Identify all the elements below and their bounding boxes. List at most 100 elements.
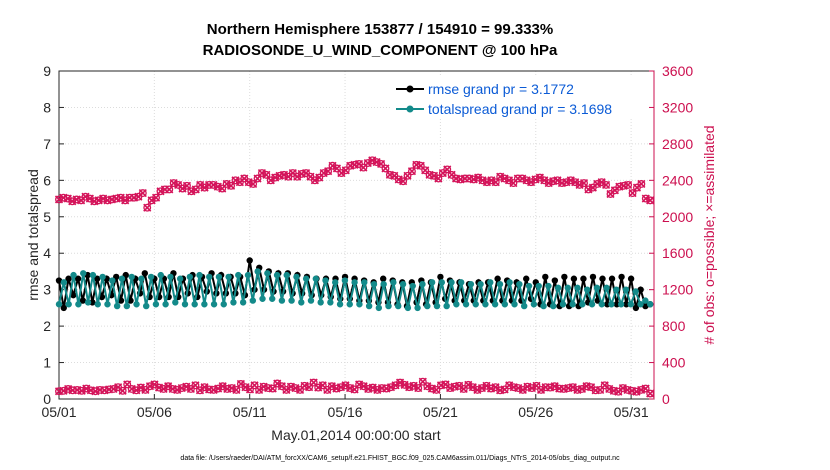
spread-series-point (181, 301, 189, 308)
x-tick-label: 05/01 (41, 404, 76, 420)
spread-series-point (477, 281, 484, 288)
y-left-tick-label: 8 (43, 99, 51, 115)
possible-obs-series-point (54, 195, 64, 204)
spread-series-point (370, 281, 378, 288)
spread-series-point (254, 268, 261, 275)
spread-series-point (642, 297, 649, 304)
assimilated-obs-series-point (154, 383, 164, 392)
rmse-series-point (379, 275, 387, 282)
legend-rmse-label: rmse grand pr = 3.1772 (428, 81, 574, 97)
spread-series-point (235, 271, 242, 279)
possible-obs-series-point (602, 180, 611, 189)
spread-series-point (545, 282, 552, 290)
rmse-series-point (437, 273, 444, 281)
spread-series-point (453, 301, 460, 308)
spread-series-point (302, 275, 310, 282)
spread-series-point (244, 271, 252, 279)
spread-series-point (540, 302, 547, 310)
spread-series-point (332, 279, 339, 286)
rmse-series-point (494, 275, 501, 282)
rmse-series-point (55, 277, 63, 284)
spread-series-point (574, 284, 581, 292)
spread-series-point (128, 273, 135, 281)
y-axis-left-label: rmse and totalspread (25, 169, 41, 301)
y-axis-right-label: # of obs: o=possible; ×=assimilated (701, 125, 717, 344)
assimilated-obs-series-point (373, 385, 382, 394)
spread-series-point (341, 277, 349, 284)
spread-series-point (579, 301, 586, 308)
legend: rmse grand pr = 3.1772 totalspread grand… (391, 77, 649, 119)
grid-lines (58, 71, 654, 399)
spread-series-point (559, 301, 567, 308)
spread-series-point (293, 273, 300, 281)
assimilated-obs-series-point (477, 384, 486, 393)
spread-series-point (603, 284, 610, 292)
spread-series-point (395, 302, 402, 310)
series-layer (54, 156, 655, 398)
spread-series-point (564, 284, 572, 292)
spread-series-point (259, 295, 266, 302)
spread-series-point (419, 281, 426, 288)
spread-series-point (622, 286, 630, 293)
spread-series-point (157, 271, 164, 279)
assimilated-obs-series-point (468, 383, 477, 392)
spread-series-point (273, 271, 281, 279)
possible-obs-series-point (496, 172, 505, 181)
spread-series-point (608, 301, 615, 308)
possible-obs-series-point (165, 185, 174, 194)
rmse-series-point (70, 291, 77, 299)
spread-series-point (172, 299, 179, 306)
possible-obs-series-point (138, 189, 147, 198)
spread-series-point (511, 301, 518, 308)
spread-series-point (385, 302, 392, 310)
possible-obs-series-point (579, 179, 589, 188)
possible-obs-series-point (151, 193, 161, 202)
y-left-tick-label: 3 (43, 282, 51, 298)
y-right-tick-label: 0 (662, 391, 670, 407)
legend-spread-marker (406, 105, 414, 113)
spread-series-point (458, 279, 465, 286)
possible-obs-series-point (147, 196, 156, 205)
x-tick-label: 05/21 (423, 404, 458, 420)
y-right-tick-label: 2000 (662, 209, 693, 225)
x-axis-ticks: 05/01 05/06 05/11 05/16 05/21 05/26 05/31 (41, 394, 649, 420)
rmse-series-point (65, 275, 72, 282)
spread-series-point (65, 301, 72, 308)
legend-rmse-marker (406, 85, 414, 93)
possible-obs-series-point (646, 196, 655, 205)
assimilated-obs-series-point (646, 389, 655, 398)
possible-obs-series-point (624, 180, 633, 189)
spread-series-point (269, 295, 276, 302)
spread-series-point (288, 297, 295, 304)
rmse-series-point (141, 270, 149, 277)
spread-series-point (506, 279, 513, 286)
rmse-series-point (580, 275, 587, 282)
rmse-series-point (599, 275, 606, 282)
rmse-series-point (93, 275, 101, 282)
spread-series-point (637, 301, 644, 308)
spread-series-point (356, 301, 363, 308)
spread-series-point (104, 301, 111, 308)
y-axis-right-ticks: 0 400 800 1200 1600 2000 2400 2800 3200 3600 (649, 63, 693, 407)
possible-obs-series-point (637, 179, 646, 189)
x-tick-label: 05/26 (518, 404, 553, 420)
possible-obs-series-point (407, 167, 417, 176)
spread-series-point (176, 275, 184, 282)
spread-series-point (409, 282, 416, 290)
rmse-series-point (637, 286, 644, 293)
spread-series-point (462, 301, 470, 308)
rmse-series-point (623, 301, 630, 308)
spread-series-point (632, 288, 639, 295)
spread-series-point (433, 302, 441, 310)
spread-series-point (201, 301, 208, 308)
y-right-tick-label: 800 (662, 318, 686, 334)
spread-series-point (491, 301, 499, 308)
spread-series-point (186, 273, 194, 281)
assimilated-obs-series-point (118, 386, 127, 395)
spread-series-point (399, 281, 407, 288)
spread-series-point (554, 284, 562, 292)
x-tick-label: 05/06 (137, 404, 172, 420)
spread-series-point (113, 302, 121, 310)
spread-series-point (322, 277, 329, 284)
spread-series-point (133, 301, 140, 308)
